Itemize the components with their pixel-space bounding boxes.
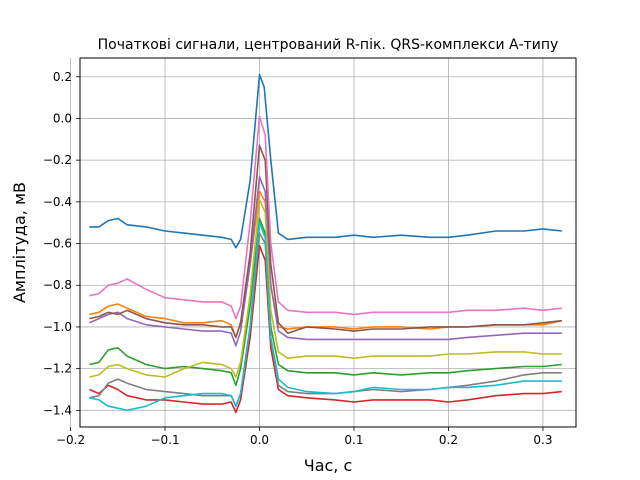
y-tick-label: −0.8 — [43, 278, 72, 292]
chart-title: Початкові сигнали, центрований R-пік. QR… — [98, 37, 559, 53]
y-tick-label: −1.2 — [43, 362, 72, 376]
x-tick-label: 0.2 — [439, 433, 458, 447]
y-tick-label: 0.0 — [53, 111, 72, 125]
y-tick-label: −1.4 — [43, 403, 72, 417]
y-tick-label: −1.0 — [43, 320, 72, 334]
series-line-6 — [89, 144, 562, 339]
series-line-9 — [89, 199, 562, 378]
series-line-7 — [89, 115, 562, 320]
x-tick-label: 0.3 — [533, 433, 552, 447]
series-line-10 — [89, 221, 562, 412]
series-line-5 — [89, 176, 562, 347]
y-axis: 0.2 0.0 −0.2 −0.4 −0.6 −0.8 −1.0 −1.2 −1.4 — [43, 70, 80, 417]
plot-frame — [79, 57, 577, 428]
series-line-3 — [89, 217, 562, 387]
x-tick-label: 0.1 — [344, 433, 363, 447]
x-tick-label: 0.0 — [250, 433, 269, 447]
y-tick-label: −0.2 — [43, 153, 72, 167]
y-tick-label: −0.6 — [43, 237, 72, 251]
x-tick-label: −0.2 — [56, 433, 85, 447]
y-axis-label: Амплітуда, мВ — [10, 182, 29, 303]
x-axis-label: Час, с — [304, 456, 353, 475]
x-tick-label: −0.1 — [150, 433, 179, 447]
series-line-4 — [89, 244, 562, 414]
y-tick-label: −0.4 — [43, 195, 72, 209]
x-axis: −0.2 −0.1 0.0 0.1 0.2 0.3 — [56, 427, 552, 447]
series-group — [89, 73, 562, 414]
series-line-1 — [89, 73, 562, 249]
y-tick-label: 0.2 — [53, 70, 72, 84]
